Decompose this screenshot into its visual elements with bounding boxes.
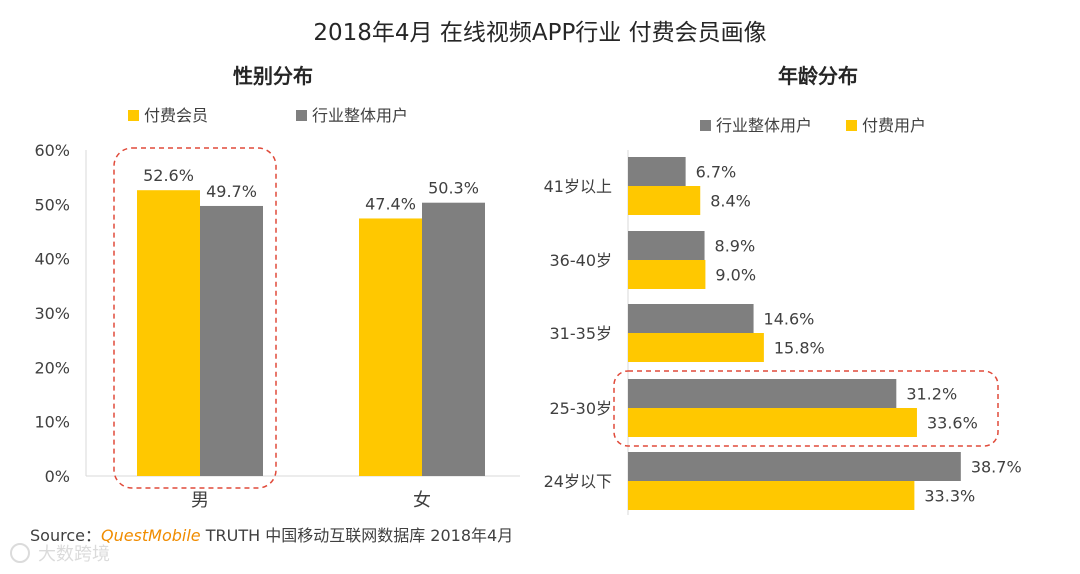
highlight-box-male [113,147,277,489]
category-label: 24岁以下 [544,472,612,491]
bar-data-label: 8.9% [715,237,756,256]
category-label: 女 [413,490,431,511]
bar-data-label: 50.3% [428,179,479,198]
bar-data-label: 52.6% [143,166,194,185]
highlight-box-25-30 [613,370,999,447]
bar-industry-users-0 [200,205,263,477]
bar-data-label: 15.8% [774,339,825,358]
bar-paid-users-2 [628,333,764,362]
y-tick-label: 30% [34,304,70,323]
bar-data-label: 31.2% [906,385,957,404]
watermark: 大数跨境 [10,543,110,565]
bar-paid-users-0 [628,186,701,215]
watermark-text: 大数跨境 [38,544,110,565]
category-label: 男 [191,490,209,511]
gender-chart-title: 性别分布 [233,64,313,88]
gender-chart: 性别分布 付费会员 行业整体用户 0% 10% 20% 30% 40% 50% 60% 52… [34,64,520,511]
bar-data-label: 9.0% [715,266,756,285]
category-label: 36-40岁 [550,251,613,270]
source-brand: QuestMobile [101,526,201,545]
legend-swatch-industry-users-age [700,120,711,131]
category-label: 41岁以上 [544,177,612,196]
bar-data-label: 8.4% [710,192,751,211]
source-prefix: Source： [30,526,101,545]
bar-data-label: 47.4% [365,194,416,213]
bar-paid-member-0 [137,190,200,476]
y-tick-label: 50% [34,195,70,214]
legend-swatch-paid-users [846,120,857,131]
bar-industry-users-1 [422,202,485,476]
bar-paid-member-1 [359,218,422,476]
legend-swatch-industry-users [296,110,307,121]
bar-data-label: 33.3% [924,487,975,506]
bar-data-label: 33.6% [927,414,978,433]
category-label: 31-35岁 [550,324,613,343]
legend-label-paid-member: 付费会员 [144,106,208,125]
legend-label-paid-users: 付费用户 [862,116,926,135]
bar-paid-users-3 [628,408,917,437]
age-chart: 年龄分布 行业整体用户 付费用户 6.7% 8.4% 8.9% 9.0% 14.6% 15… [544,64,1022,515]
bar-paid-users-4 [628,481,915,510]
y-tick-label: 0% [45,467,70,486]
source-rest: TRUTH 中国移动互联网数据库 2018年4月 [201,526,514,545]
bar-industry-users-0 [628,157,686,186]
bar-data-label: 49.7% [206,182,257,201]
bar-data-label: 14.6% [764,310,815,329]
bar-data-label: 38.7% [971,458,1022,477]
page-title: 2018年4月 在线视频APP行业 付费会员画像 [313,20,766,46]
source-line: Source：QuestMobile TRUTH 中国移动互联网数据库 2018… [30,526,513,545]
bar-industry-users-3 [628,379,897,408]
bar-industry-users-4 [628,452,961,481]
bar-industry-users-1 [628,231,705,260]
bar-industry-users-2 [628,304,754,333]
legend-label-industry-users: 行业整体用户 [312,106,408,125]
category-label: 25-30岁 [550,399,613,418]
y-tick-label: 60% [34,141,70,160]
y-tick-label: 10% [34,413,70,432]
watermark-logo-icon [10,543,30,563]
legend-label-industry-users-age: 行业整体用户 [716,116,812,135]
legend-swatch-paid-member [128,110,139,121]
bar-paid-users-1 [628,260,706,289]
age-chart-title: 年龄分布 [778,64,858,88]
bar-data-label: 6.7% [696,163,737,182]
y-tick-label: 20% [34,358,70,377]
y-tick-label: 40% [34,250,70,269]
